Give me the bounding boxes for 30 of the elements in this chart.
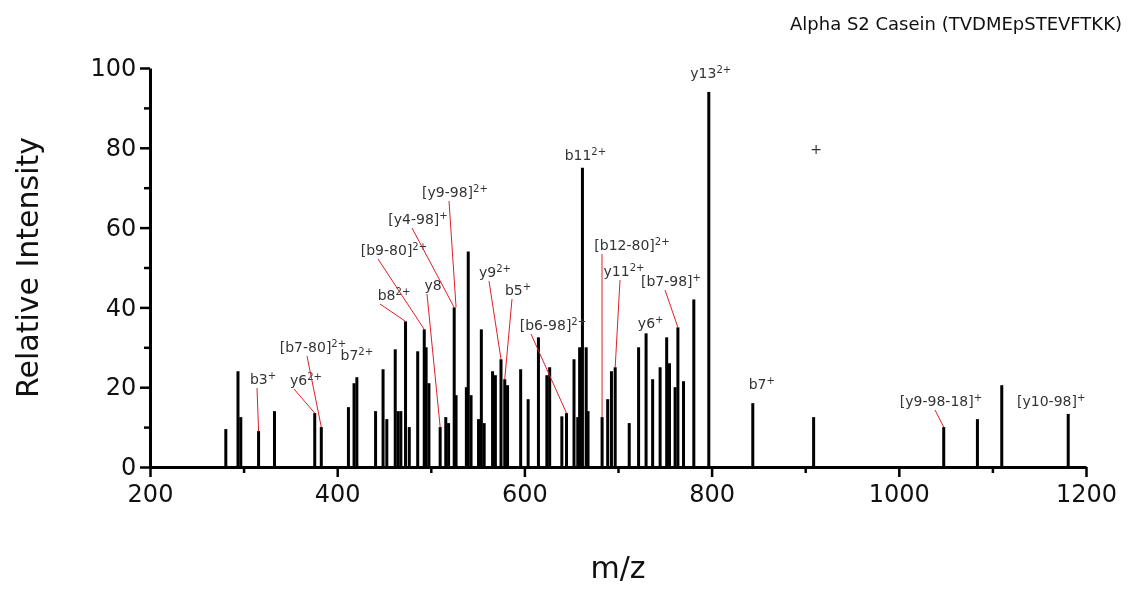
x-axis-title: m/z xyxy=(590,550,646,585)
annotation: [y9-98]$^{2+}$ xyxy=(422,182,488,200)
y-tick-label: 20 xyxy=(105,373,137,402)
y-tick-label: 40 xyxy=(105,293,137,322)
y-tick-label: 80 xyxy=(105,133,137,162)
annotation: y9$^{2+}$ xyxy=(478,262,512,280)
annotation: [y4-98]$^{+}$ xyxy=(388,209,448,227)
x-tick-label: 1200 xyxy=(1055,480,1118,509)
x-tick-label: 400 xyxy=(314,480,361,509)
x-tick-label: 800 xyxy=(689,480,736,509)
annotation: y6$^{+}$ xyxy=(637,313,664,332)
annotation: [y10-98]$^{+}$ xyxy=(1017,391,1086,409)
y-tick-label: 100 xyxy=(90,54,137,83)
y-tick-label: 60 xyxy=(105,213,137,242)
annotation: b3$^{+}$ xyxy=(249,369,277,387)
x-tick-label: 200 xyxy=(127,480,174,509)
annotation: [b12-80]$^{2+}$ xyxy=(594,235,670,253)
chart-title: Alpha S2 Casein (TVDMEpSTEVFTKK) xyxy=(790,13,1122,34)
annotation: b11$^{2+}$ xyxy=(564,145,607,163)
annotation: + xyxy=(810,141,822,157)
y-tick-label: 0 xyxy=(120,453,137,482)
y-axis-title: Relative Intensity xyxy=(10,136,45,399)
annotation: b5$^{+}$ xyxy=(504,280,532,298)
x-tick-label: 600 xyxy=(501,480,548,509)
annotation: [b7-98]$^{+}$ xyxy=(640,271,702,289)
x-tick-label: 1000 xyxy=(868,480,930,509)
annotation: b7$^{+}$ xyxy=(748,374,775,393)
annotation: y13$^{2+}$ xyxy=(690,63,732,81)
annotation: y8 xyxy=(424,277,442,293)
annotation: [y9-98-18]$^{+}$ xyxy=(899,391,983,409)
